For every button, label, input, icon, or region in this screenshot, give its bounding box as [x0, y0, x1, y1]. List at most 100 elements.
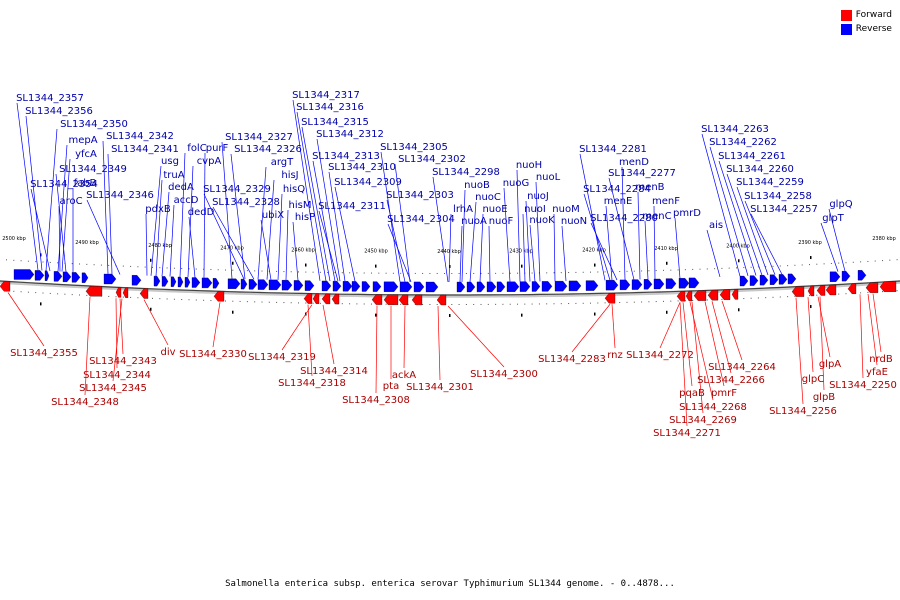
- major-tick: [232, 310, 234, 314]
- gene-arrow: [829, 271, 841, 282]
- minor-tick: [495, 272, 497, 274]
- forward-gene-label: SL1344_2301: [406, 382, 474, 393]
- minor-tick: [779, 296, 781, 298]
- minor-tick: [663, 300, 664, 302]
- reverse-gene-label: usg: [161, 156, 179, 167]
- forward-gene-label: SL1344_2319: [248, 352, 316, 363]
- leader-line: [819, 296, 825, 391]
- reverse-gene-label: SL1344_2263: [701, 124, 769, 135]
- leader-line: [709, 146, 749, 276]
- minor-tick: [867, 291, 869, 293]
- minor-tick: [553, 272, 555, 274]
- minor-tick: [371, 272, 372, 274]
- major-tick: [449, 313, 451, 317]
- minor-tick: [677, 269, 679, 271]
- reverse-gene-label: folC: [187, 143, 206, 154]
- tick-label: 2450 kbp: [364, 249, 388, 255]
- gene-arrow: [103, 273, 117, 285]
- leader-line: [721, 300, 743, 361]
- minor-tick: [436, 272, 438, 274]
- forward-gene-label: SL1344_2250: [829, 380, 897, 391]
- reverse-gene-label: nuoF: [489, 216, 514, 227]
- forward-gene-label: SL1344_2343: [89, 356, 157, 367]
- gene-arrow: [257, 279, 269, 290]
- minor-tick: [166, 298, 168, 300]
- reverse-gene-label: pdxB: [145, 204, 171, 215]
- leader-line: [155, 179, 163, 277]
- tick-label: 2470 kbp: [220, 246, 244, 252]
- minor-tick: [451, 272, 453, 274]
- major-tick: [40, 253, 42, 257]
- minor-tick: [743, 267, 745, 269]
- reverse-gene-label: SL1344_2312: [316, 129, 384, 140]
- gene-arrow: [769, 274, 779, 285]
- reverse-gene-label: dedD: [188, 207, 215, 218]
- leader-line: [432, 176, 449, 283]
- genome-backbone: [0, 280, 900, 298]
- reverse-gene-label: yfcA: [75, 149, 97, 160]
- minor-tick: [173, 267, 175, 269]
- leader-line: [718, 160, 757, 276]
- forward-gene-label: SL1344_2348: [51, 397, 119, 408]
- reverse-gene-label: menF: [652, 196, 680, 207]
- gene-arrow: [312, 293, 320, 304]
- minor-tick: [13, 259, 15, 261]
- leader-line: [61, 158, 71, 272]
- reverse-gene-label: glpT: [822, 213, 844, 224]
- minor-tick: [619, 271, 621, 273]
- leader-line: [301, 126, 331, 282]
- gene-arrow: [281, 280, 293, 291]
- major-tick: [810, 256, 812, 260]
- gene-arrow: [383, 294, 399, 305]
- leader-line: [522, 213, 526, 282]
- minor-tick: [531, 272, 533, 274]
- gene-arrow: [62, 271, 72, 283]
- leader-line: [469, 201, 477, 282]
- minor-tick: [582, 271, 584, 273]
- gene-arrow: [13, 269, 35, 280]
- major-tick: [738, 308, 740, 312]
- gene-arrow: [865, 282, 879, 293]
- minor-tick: [371, 303, 372, 305]
- major-tick: [150, 307, 152, 311]
- minor-tick: [49, 261, 51, 263]
- leader-line: [674, 217, 681, 279]
- major-tick: [150, 258, 152, 262]
- minor-tick: [261, 301, 263, 303]
- leader-line: [30, 188, 51, 272]
- minor-tick: [319, 271, 321, 273]
- minor-tick: [524, 303, 526, 305]
- major-tick: [375, 313, 377, 317]
- gene-arrow: [604, 293, 616, 304]
- reverse-gene-label: nuoC: [475, 192, 501, 203]
- gene-arrow: [791, 286, 805, 297]
- forward-gene-label: SL1344_2355: [10, 348, 78, 359]
- reverse-gene-label: hisJ: [281, 170, 298, 181]
- minor-tick: [611, 271, 613, 273]
- major-tick: [305, 263, 307, 267]
- gene-arrow: [605, 280, 619, 291]
- gene-arrow: [161, 276, 169, 287]
- forward-gene-label: SL1344_2300: [470, 369, 538, 380]
- minor-tick: [246, 270, 248, 272]
- minor-tick: [451, 303, 453, 305]
- gene-arrow: [227, 278, 241, 289]
- reverse-gene-label: hisP: [295, 212, 315, 223]
- major-tick: [666, 310, 668, 314]
- leader-line: [25, 115, 43, 271]
- minor-tick: [648, 301, 650, 303]
- minor-tick: [750, 297, 752, 299]
- minor-tick: [100, 264, 102, 266]
- minor-tick: [867, 260, 869, 262]
- gene-arrow: [749, 275, 759, 286]
- leader-line: [437, 305, 441, 381]
- minor-tick: [568, 303, 570, 305]
- minor-tick: [363, 272, 365, 274]
- reverse-gene-label: nuoL: [536, 172, 561, 183]
- forward-gene-label: SL1344_2271: [653, 428, 721, 439]
- tick-label: 2430 kbp: [509, 249, 533, 255]
- leader-line: [535, 181, 541, 282]
- reverse-gene-label: ais: [709, 220, 723, 231]
- minor-tick: [414, 303, 416, 305]
- minor-tick: [582, 302, 584, 304]
